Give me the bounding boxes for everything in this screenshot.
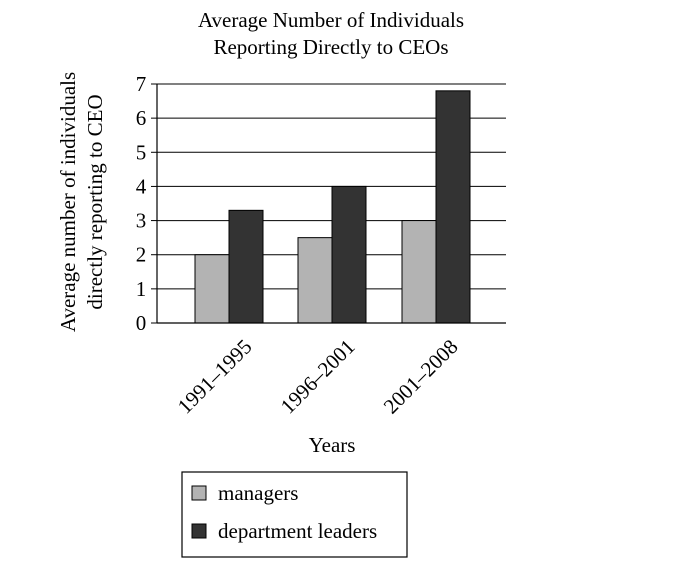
chart-title: Average Number of Individuals Reporting … [198, 8, 464, 59]
x-tick-label: 1996–2001 [276, 335, 360, 419]
y-axis-label: Average number of individuals directly r… [56, 72, 107, 332]
y-tick-label: 1 [136, 277, 147, 301]
y-tick-label: 7 [136, 72, 147, 96]
legend: managers department leaders [181, 471, 408, 558]
y-tick-label: 0 [136, 311, 147, 335]
bar-managers-1 [297, 237, 333, 324]
bar-department-leaders-0 [228, 209, 264, 324]
bar-department-leaders-2 [435, 90, 471, 324]
x-tick-labels: 1991–1995 1996–2001 2001–2008 [173, 335, 463, 419]
y-tick-labels: 0 1 2 3 4 5 6 7 [136, 72, 147, 335]
y-tick-label: 6 [136, 106, 147, 130]
y-tick-label: 3 [136, 209, 147, 233]
bar-department-leaders-1 [331, 185, 367, 324]
chart-title-line-1: Average Number of Individuals [198, 8, 464, 32]
y-tick-label: 5 [136, 140, 147, 164]
bar-managers-0 [194, 254, 230, 324]
legend-swatch-department-leaders [191, 523, 207, 539]
x-axis-label: Years [309, 433, 356, 457]
legend-label-managers: managers [218, 481, 298, 505]
y-axis-label-line-1: Average number of individuals [56, 72, 80, 332]
x-tick-label: 1991–1995 [173, 335, 257, 419]
legend-label-department-leaders: department leaders [218, 519, 377, 543]
axes [156, 84, 506, 324]
bars [194, 90, 471, 324]
legend-box [181, 471, 408, 558]
chart-title-line-2: Reporting Directly to CEOs [213, 35, 448, 59]
y-tick-label: 4 [136, 174, 147, 198]
y-tick-label: 2 [136, 243, 147, 267]
bar-managers-2 [401, 220, 437, 324]
y-axis-label-line-2: directly reporting to CEO [83, 94, 107, 309]
x-tick-label: 2001–2008 [379, 335, 463, 419]
legend-swatch-managers [191, 485, 207, 501]
